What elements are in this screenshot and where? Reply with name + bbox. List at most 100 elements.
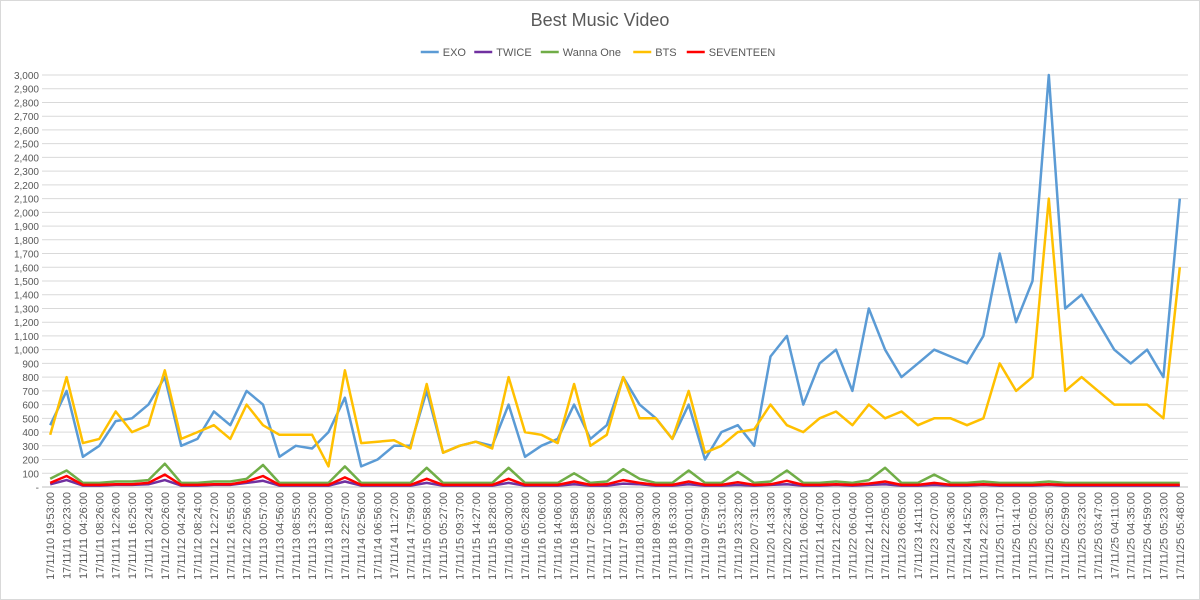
- x-tick-label: 17/11/15 05:27:00: [438, 492, 450, 580]
- x-tick-label: 17/11/15 09:37:00: [454, 492, 466, 580]
- y-tick-label: 1,200: [14, 318, 39, 329]
- x-tick-label: 17/11/15 00:58:00: [422, 492, 434, 580]
- legend-label: BTS: [655, 47, 676, 59]
- chart-title: Best Music Video: [531, 10, 670, 30]
- x-tick-label: 17/11/25 03:47:00: [1093, 492, 1105, 580]
- x-tick-label: 17/11/13 08:55:00: [291, 492, 303, 580]
- y-tick-label: 500: [22, 414, 39, 425]
- y-tick-label: 200: [22, 456, 39, 467]
- legend-label: EXO: [443, 47, 467, 59]
- x-tick-label: 17/11/19 00:01:00: [684, 492, 696, 580]
- x-tick-label: 17/11/16 14:06:00: [553, 492, 565, 580]
- x-tick-label: 17/11/13 00:57:00: [258, 492, 270, 580]
- x-tick-label: 17/11/25 02:05:00: [1027, 492, 1039, 580]
- x-tick-label: 17/11/25 04:35:00: [1126, 492, 1138, 580]
- y-tick-label: -: [36, 483, 39, 494]
- y-tick-label: 1,600: [14, 263, 39, 274]
- y-tick-label: 2,600: [14, 126, 39, 137]
- x-tick-label: 17/11/17 02:58:00: [585, 492, 597, 580]
- y-tick-label: 3,000: [14, 71, 39, 82]
- y-tick-label: 1,800: [14, 236, 39, 247]
- x-tick-label: 17/11/19 23:32:00: [733, 492, 745, 580]
- y-tick-label: 100: [22, 469, 39, 480]
- y-tick-label: 2,500: [14, 140, 39, 151]
- x-tick-label: 17/11/19 15:31:00: [716, 492, 728, 580]
- y-tick-label: 1,500: [14, 277, 39, 288]
- x-tick-label: 17/11/11 00:23:00: [62, 492, 74, 579]
- y-tick-label: 2,100: [14, 195, 39, 206]
- y-tick-label: 1,000: [14, 346, 39, 357]
- x-tick-label: 17/11/12 00:26:00: [160, 492, 172, 580]
- x-tick-label: 17/11/11 16:25:00: [127, 492, 139, 579]
- x-tick-label: 17/11/13 18:00:00: [324, 492, 336, 580]
- x-tick-label: 17/11/14 17:59:00: [405, 492, 417, 580]
- x-tick-label: 17/11/17 19:28:00: [618, 492, 630, 580]
- x-tick-label: 17/11/11 20:24:00: [143, 492, 155, 579]
- x-tick-label: 17/11/25 02:59:00: [1060, 492, 1072, 580]
- x-tick-label: 17/11/12 20:56:00: [242, 492, 254, 580]
- x-tick-label: 17/11/21 14:07:00: [815, 492, 827, 580]
- x-tick-label: 17/11/11 12:26:00: [111, 492, 123, 579]
- x-tick-label: 17/11/11 04:26:00: [78, 492, 90, 579]
- y-tick-label: 300: [22, 442, 39, 453]
- x-tick-label: 17/11/25 05:48:00: [1175, 492, 1187, 580]
- x-tick-label: 17/11/24 14:52:00: [962, 492, 974, 580]
- x-tick-label: 17/11/18 16:33:00: [667, 492, 679, 580]
- y-tick-label: 1,700: [14, 250, 39, 261]
- legend-label: SEVENTEEN: [709, 47, 776, 59]
- y-tick-label: 2,000: [14, 208, 39, 219]
- y-tick-label: 1,900: [14, 222, 39, 233]
- x-tick-label: 17/11/23 14:11:00: [913, 492, 925, 579]
- x-tick-label: 17/11/23 06:05:00: [897, 492, 909, 580]
- x-tick-label: 17/11/12 16:55:00: [225, 492, 237, 580]
- x-tick-label: 17/11/22 14:10:00: [864, 492, 876, 580]
- y-tick-label: 700: [22, 387, 39, 398]
- y-tick-label: 2,700: [14, 112, 39, 123]
- series-line: [49, 73, 1182, 468]
- x-tick-label: 17/11/25 03:23:00: [1077, 492, 1089, 580]
- y-tick-label: 2,300: [14, 167, 39, 178]
- x-tick-label: 17/11/23 22:07:00: [929, 492, 941, 580]
- x-tick-label: 17/11/12 12:27:00: [209, 492, 221, 580]
- x-tick-label: 17/11/13 04:56:00: [274, 492, 286, 580]
- series-line: [48, 197, 1182, 468]
- x-tick-label: 17/11/22 06:04:00: [847, 492, 859, 580]
- x-tick-label: 17/11/19 07:59:00: [700, 492, 712, 580]
- x-tick-label: 17/11/15 14:27:00: [471, 492, 483, 580]
- x-tick-label: 17/11/17 10:58:00: [602, 492, 614, 580]
- y-tick-label: 2,400: [14, 153, 39, 164]
- x-tick-label: 17/11/16 10:06:00: [536, 492, 548, 580]
- x-tick-label: 17/11/21 22:01:00: [831, 492, 843, 580]
- x-tick-label: 17/11/25 04:59:00: [1142, 492, 1154, 580]
- x-tick-label: 17/11/25 05:23:00: [1158, 492, 1170, 580]
- y-tick-label: 1,400: [14, 291, 39, 302]
- legend-label: Wanna One: [563, 47, 621, 59]
- x-tick-label: 17/11/14 06:56:00: [373, 492, 385, 580]
- y-tick-label: 2,900: [14, 85, 39, 96]
- series-line: [49, 462, 1180, 485]
- x-tick-label: 17/11/25 02:35:00: [1044, 492, 1056, 580]
- x-tick-label: 17/11/13 13:25:00: [307, 492, 319, 580]
- x-tick-label: 17/11/14 11:27:00: [389, 492, 401, 579]
- x-tick-label: 17/11/25 01:17:00: [995, 492, 1007, 580]
- x-tick-label: 17/11/18 01:30:00: [635, 492, 647, 580]
- y-tick-label: 800: [22, 373, 39, 384]
- x-tick-label: 17/11/12 04:24:00: [176, 492, 188, 580]
- x-tick-label: 17/11/25 01:41:00: [1011, 492, 1023, 580]
- x-tick-label: 17/11/13 22:57:00: [340, 492, 352, 580]
- x-tick-label: 17/11/20 14:33:00: [766, 492, 778, 580]
- x-tick-label: 17/11/15 18:28:00: [487, 492, 499, 580]
- y-tick-label: 2,200: [14, 181, 39, 192]
- x-tick-label: 17/11/18 09:30:00: [651, 492, 663, 580]
- x-tick-label: 17/11/11 08:26:00: [94, 492, 106, 579]
- x-tick-label: 17/11/24 22:39:00: [978, 492, 990, 580]
- x-tick-label: 17/11/16 05:28:00: [520, 492, 532, 580]
- x-tick-label: 17/11/16 18:58:00: [569, 492, 581, 580]
- x-tick-label: 17/11/25 04:11:00: [1109, 492, 1121, 579]
- x-tick-label: 17/11/20 22:34:00: [782, 492, 794, 580]
- y-tick-label: 1,300: [14, 304, 39, 315]
- x-tick-label: 17/11/14 02:56:00: [356, 492, 368, 580]
- x-tick-label: 17/11/22 22:05:00: [880, 492, 892, 580]
